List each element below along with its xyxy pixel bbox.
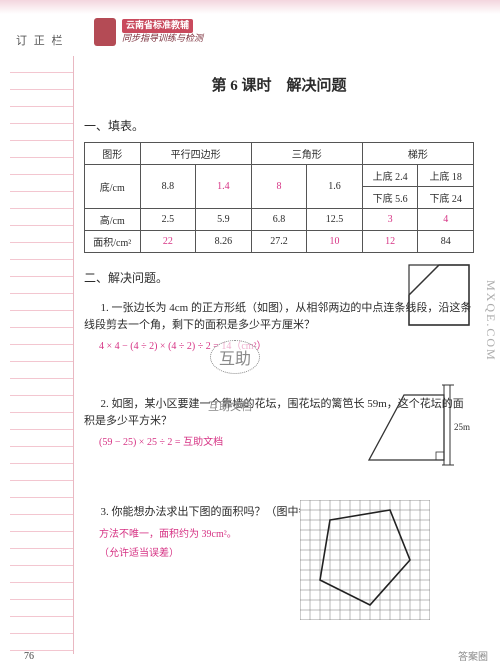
cell: 3 — [362, 209, 418, 231]
ruled-margin — [10, 56, 74, 654]
cell: 27.2 — [251, 231, 307, 253]
answer-1: 4 × 4 − (4 ÷ 2) × (4 ÷ 2) ÷ 2 = 14（cm²） — [84, 337, 474, 352]
top-gradient — [0, 0, 500, 14]
cell: 12 — [362, 231, 418, 253]
brand-block: 云南省标准教辅 同步指导训练与检测 — [94, 18, 203, 46]
brand-icon — [94, 18, 116, 46]
cell: 84 — [418, 231, 474, 253]
figure-3-grid — [300, 500, 430, 620]
cell: 1.4 — [196, 165, 252, 209]
cell: 2.5 — [140, 209, 196, 231]
table-row: 底/cm 8.8 1.4 8 1.6 上底 2.4 上底 18 — [85, 165, 474, 187]
cell: 下底 5.6 — [362, 187, 418, 209]
cell: 5.9 — [196, 209, 252, 231]
brand-text: 云南省标准教辅 同步指导训练与检测 — [122, 19, 203, 44]
cell: 10 — [307, 231, 363, 253]
stamp-main: 互助 — [210, 340, 260, 374]
page-number: 76 — [24, 651, 34, 662]
stamp-sub: 互助文档 — [208, 398, 252, 414]
brand-line2: 同步指导训练与检测 — [122, 33, 203, 45]
figure-1-pentagon — [404, 260, 474, 330]
figure-2-label: 25m — [454, 422, 470, 432]
table-row: 面积/cm² 22 8.26 27.2 10 12 84 — [85, 231, 474, 253]
cell: 22 — [140, 231, 196, 253]
cell: 上底 2.4 — [362, 165, 418, 187]
cell: 上底 18 — [418, 165, 474, 187]
margin-label: 订 正 栏 — [16, 32, 65, 48]
cell: 下底 24 — [418, 187, 474, 209]
lesson-title: 第 6 课时 解决问题 — [84, 74, 474, 95]
cell-area-label: 面积/cm² — [85, 231, 141, 253]
watermark-side: MXQE.COM — [483, 280, 498, 362]
table-row: 图形 平行四边形 三角形 梯形 — [85, 143, 474, 165]
cell: 1.6 — [307, 165, 363, 209]
cell-shape-label: 图形 — [85, 143, 141, 165]
cell-base-label: 底/cm — [85, 165, 141, 209]
cell: 8.8 — [140, 165, 196, 209]
cell-triangle: 三角形 — [251, 143, 362, 165]
brand-line1: 云南省标准教辅 — [122, 19, 193, 33]
cell-parallelogram: 平行四边形 — [140, 143, 251, 165]
cell: 8 — [251, 165, 307, 209]
page: 订 正 栏 云南省标准教辅 同步指导训练与检测 第 6 课时 解决问题 一、填表… — [0, 0, 500, 672]
cell-trapezoid: 梯形 — [362, 143, 473, 165]
table-row: 高/cm 2.5 5.9 6.8 12.5 3 4 — [85, 209, 474, 231]
cell-height-label: 高/cm — [85, 209, 141, 231]
data-table: 图形 平行四边形 三角形 梯形 底/cm 8.8 1.4 8 1.6 上底 2.… — [84, 142, 474, 253]
cell: 8.26 — [196, 231, 252, 253]
watermark-corner: 答案圈 — [454, 647, 492, 664]
cell: 12.5 — [307, 209, 363, 231]
cell: 4 — [418, 209, 474, 231]
section1-title: 一、填表。 — [84, 117, 474, 134]
figure-2-trapezoid: 25m — [354, 380, 474, 470]
cell: 6.8 — [251, 209, 307, 231]
